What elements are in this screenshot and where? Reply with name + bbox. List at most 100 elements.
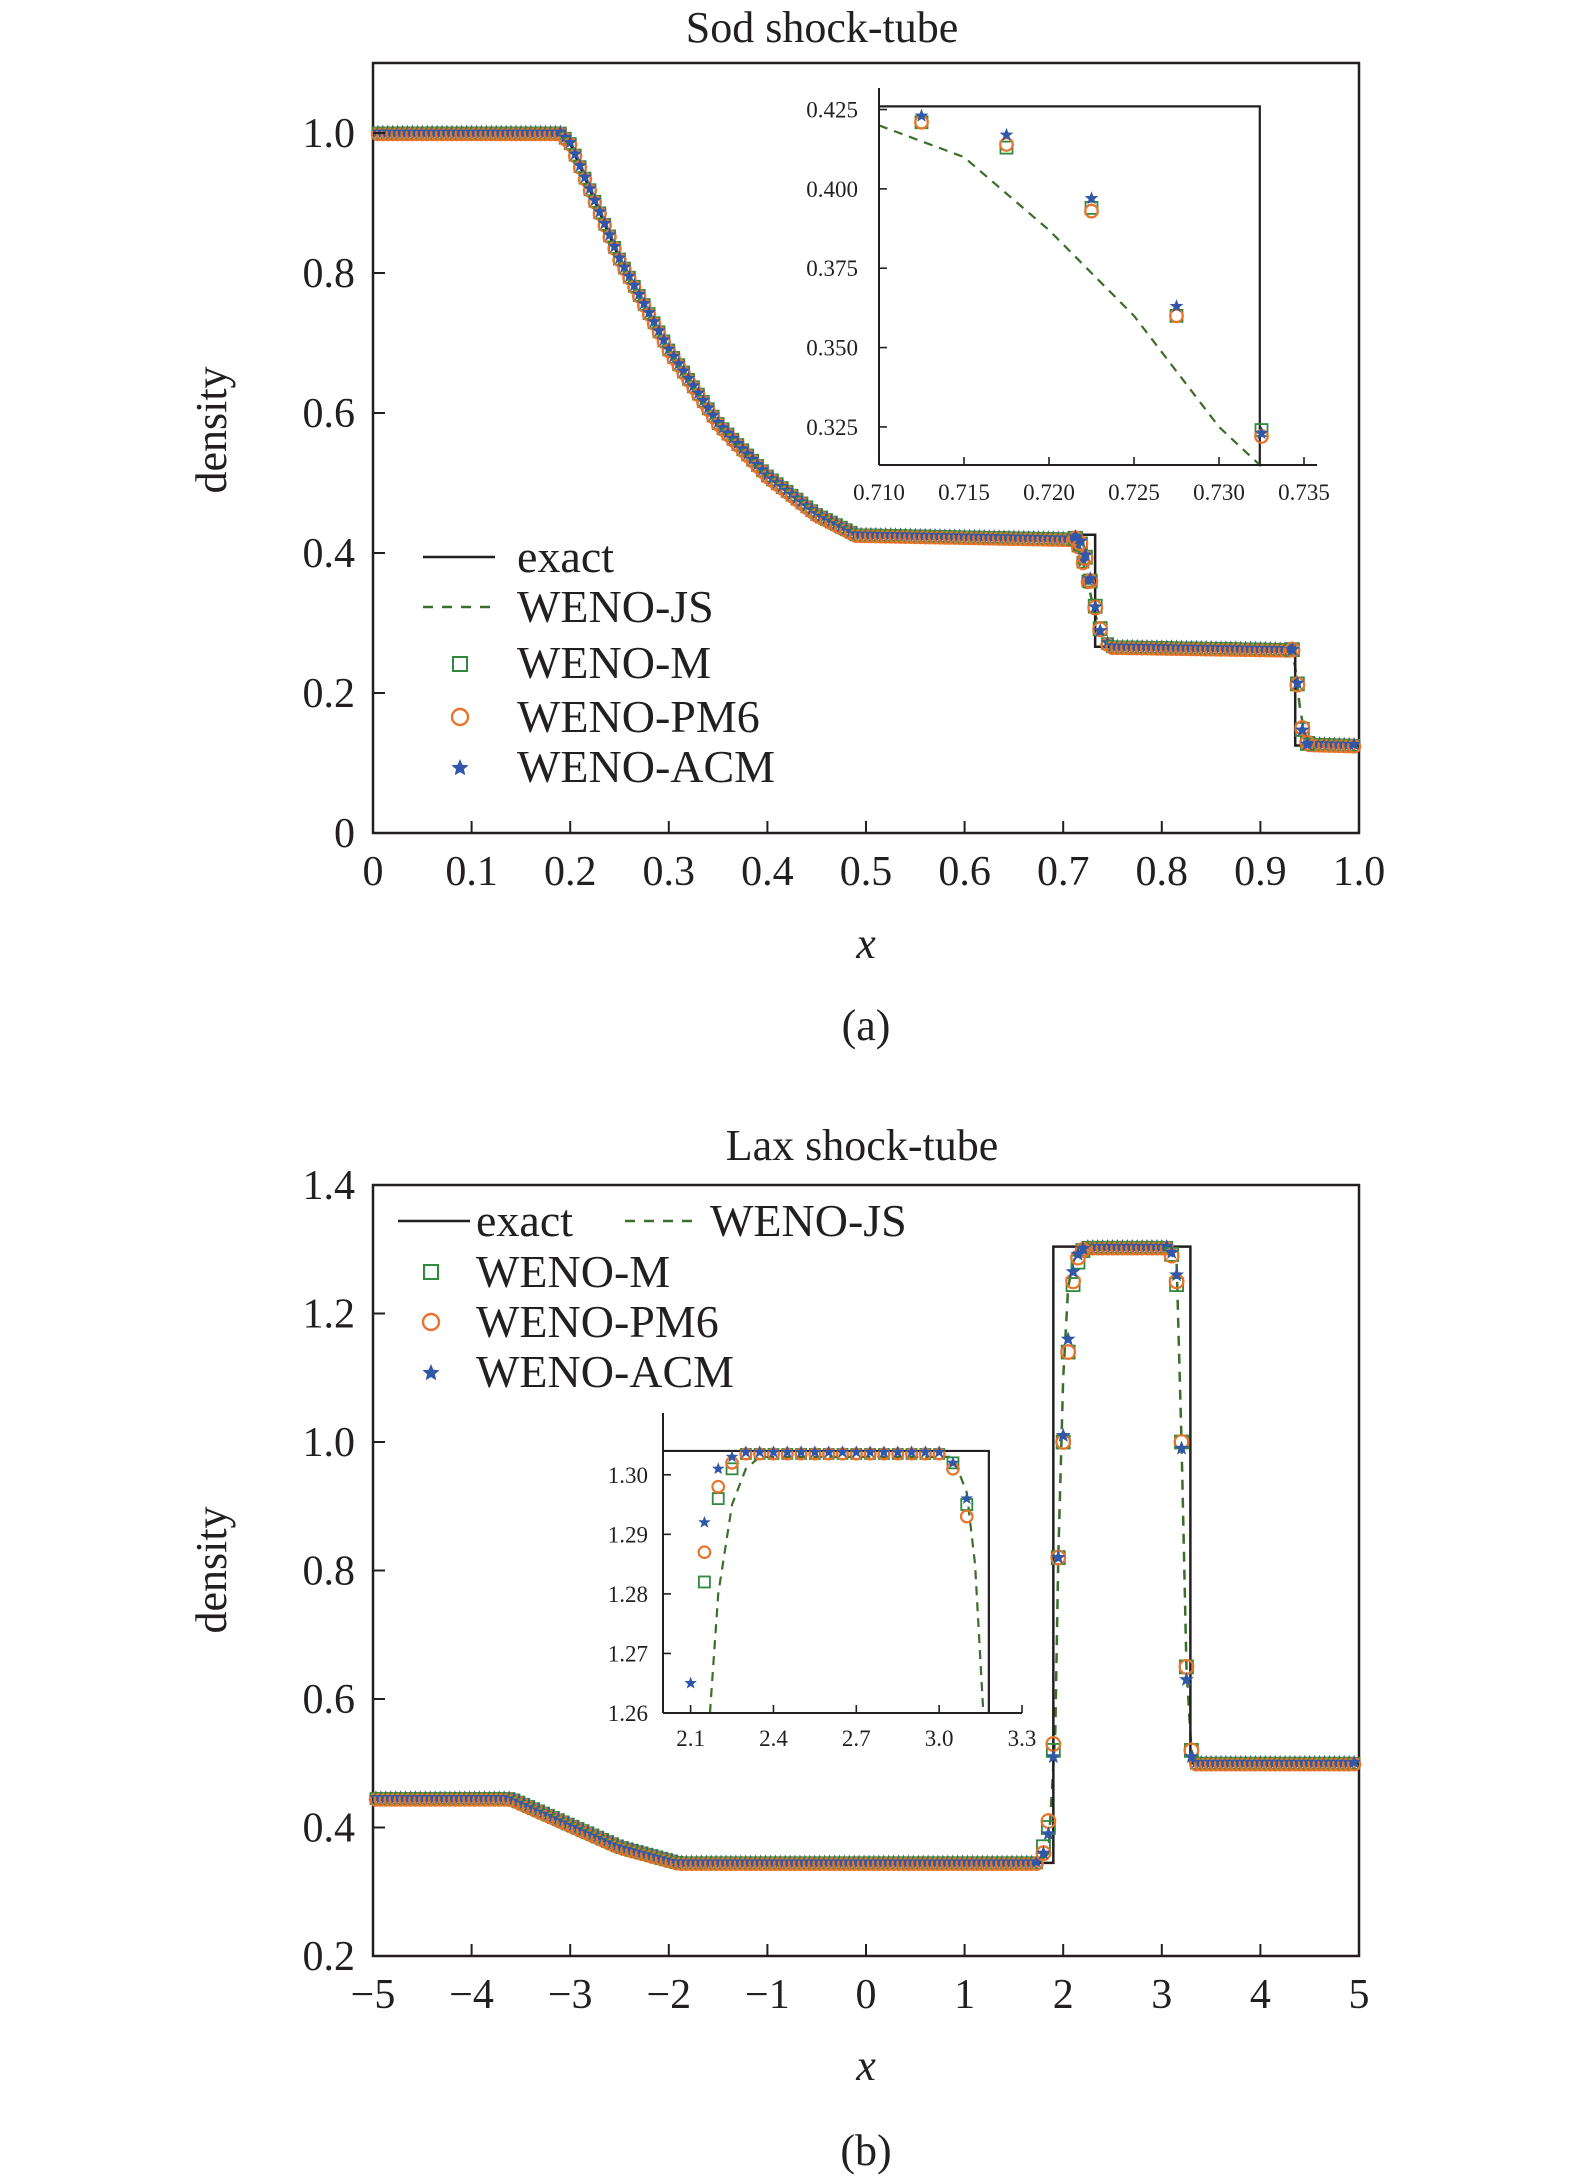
- data-point-weno-acm: [686, 378, 701, 392]
- x-tick-label: 0.2: [544, 849, 597, 895]
- data-point-inset-weno-pm6: [1084, 203, 1099, 219]
- data-point-inset-weno-pm6: [1169, 308, 1184, 324]
- inset-series-line-weno-js: [878, 124, 1263, 468]
- data-point-weno-acm: [553, 124, 568, 139]
- y-tick-label: 0.6: [303, 391, 356, 437]
- data-point-weno-acm: [651, 323, 667, 337]
- inset-y-ticks: 1.26 1.27 1.28 1.29 1.30: [608, 1463, 671, 1726]
- data-point-inset-weno-acm: [822, 1445, 836, 1458]
- inset-series-line-weno-js: [708, 1455, 985, 1714]
- legend-label-exact: exact: [476, 1195, 573, 1246]
- data-point-inset-weno-acm: [711, 1462, 725, 1475]
- inset-x-tick-label: 0.710: [853, 480, 905, 505]
- data-point-weno-acm: [1092, 622, 1108, 638]
- legend-swatch-weno-m: [452, 656, 468, 672]
- data-point-weno-acm: [602, 227, 617, 241]
- x-axis-label: x: [855, 919, 876, 968]
- data-point-inset-weno-acm: [753, 1445, 767, 1458]
- y-tick-label: 0.2: [303, 671, 356, 717]
- data-point-weno-acm: [701, 400, 716, 414]
- y-tick-label: 0: [334, 811, 355, 857]
- y-axis-ticks: 0 0.2 0.4 0.6 0.8 1.0: [303, 111, 385, 857]
- data-point-inset-weno-acm: [684, 1676, 697, 1689]
- data-point-weno-acm: [1075, 1240, 1091, 1255]
- data-point-inset-weno-acm: [999, 127, 1014, 141]
- data-point-weno-acm: [755, 462, 770, 476]
- panel-caption: (b): [840, 2126, 891, 2175]
- y-axis-ticks: 0.2 0.4 0.6 0.8 1.0 1.2 1.4: [303, 1163, 385, 1980]
- data-point-weno-acm: [1070, 1246, 1086, 1261]
- data-point-weno-acm: [1164, 1244, 1180, 1259]
- data-point-weno-acm: [587, 192, 602, 207]
- inset-y-tick-label: 0.350: [806, 336, 858, 361]
- inset-x-tick-label: 0.715: [938, 480, 990, 505]
- inset-y-tick-label: 1.26: [608, 1701, 648, 1726]
- data-point-inset-weno-m: [698, 1575, 711, 1589]
- x-tick-label: 2: [1053, 1972, 1074, 2018]
- data-point-weno-acm: [661, 341, 676, 356]
- data-point-inset-weno-pm6: [697, 1545, 712, 1560]
- x-tick-label: 3: [1151, 1972, 1172, 2018]
- data-point-inset-weno-acm: [698, 1515, 711, 1528]
- x-tick-label: 0.4: [741, 849, 794, 895]
- data-point-inset-weno-acm: [960, 1492, 974, 1504]
- data-point-inset-weno-acm: [794, 1445, 808, 1458]
- data-point-weno-acm: [1077, 547, 1093, 562]
- data-point-weno-acm: [577, 169, 593, 184]
- data-point-weno-acm: [1029, 1854, 1044, 1868]
- y-tick-label: 0.4: [303, 1806, 356, 1852]
- data-point-weno-acm: [582, 181, 597, 195]
- data-point-weno-acm: [745, 451, 760, 466]
- data-point-inset-weno-pm6: [999, 137, 1014, 152]
- data-point-weno-acm: [568, 146, 583, 161]
- data-point-weno-acm: [1082, 571, 1098, 586]
- data-point-weno-acm: [671, 356, 686, 370]
- inset-markers: [914, 108, 1269, 444]
- data-point-inset-weno-acm: [904, 1445, 919, 1458]
- data-point-weno-acm: [735, 441, 750, 455]
- inset-markers: [684, 1445, 974, 1689]
- panel-caption: (a): [842, 1001, 891, 1050]
- y-tick-label: 1.0: [303, 111, 356, 157]
- inset-x-tick-label: 2.7: [842, 1726, 871, 1751]
- legend-label-weno-js: WENO-JS: [517, 581, 714, 632]
- data-point-weno-pm6: [1092, 621, 1109, 638]
- data-point-weno-pm6: [1299, 734, 1316, 751]
- data-point-weno-acm: [1036, 1845, 1051, 1860]
- data-point-inset-weno-acm: [808, 1445, 822, 1458]
- x-tick-label: −1: [745, 1972, 790, 2018]
- data-point-weno-acm: [1050, 1549, 1066, 1564]
- legend-label-weno-m: WENO-M: [476, 1246, 670, 1297]
- data-point-weno-acm: [1040, 1826, 1056, 1841]
- data-point-weno-acm: [646, 314, 662, 328]
- panel-b: Lax shock-tube −5 −4 −3 −2 −1 0 1 2 3 4 5 0.20.40.…: [187, 1121, 1370, 2175]
- inset-x-tick-label: 0.725: [1108, 480, 1160, 505]
- inset-y-ticks: 0.325 0.350 0.375 0.400 0.425: [806, 98, 887, 440]
- data-point-inset-weno-acm: [780, 1445, 794, 1458]
- data-point-weno-acm: [740, 446, 755, 461]
- data-point-weno-acm: [1073, 533, 1088, 548]
- legend-swatch-weno-pm6: [450, 707, 470, 727]
- legend-label-exact: exact: [517, 531, 614, 582]
- x-tick-label: 0.7: [1037, 849, 1090, 895]
- inset-plot: 2.1 2.4 2.7 3.0 3.3 1.26 1.27 1.28 1.29 1.30: [608, 1405, 1045, 1751]
- inset-x-tick-label: 3.3: [1008, 1726, 1037, 1751]
- legend-label-weno-m: WENO-M: [517, 637, 711, 688]
- x-tick-label: 0: [363, 849, 384, 895]
- data-point-weno-acm: [1174, 1440, 1189, 1455]
- data-point-inset-weno-acm: [766, 1445, 781, 1458]
- inset-plot: 0.710 0.715 0.720 0.725 0.730 0.735 0.325 0.35…: [806, 88, 1330, 505]
- legend-label-weno-pm6: WENO-PM6: [476, 1296, 719, 1347]
- inset-x-tick-label: 0.735: [1278, 480, 1330, 505]
- data-point-weno-acm: [1065, 1263, 1081, 1279]
- x-tick-label: −5: [351, 1972, 396, 2018]
- data-point-weno-acm: [642, 305, 657, 319]
- data-point-inset-weno-acm: [914, 108, 929, 122]
- data-point-inset-weno-acm: [918, 1445, 932, 1458]
- x-tick-label: −2: [646, 1972, 691, 2018]
- data-point-weno-acm: [1087, 599, 1103, 614]
- x-tick-label: 0.6: [938, 849, 991, 895]
- y-tick-label: 0.8: [303, 1549, 356, 1595]
- data-point-weno-acm: [1299, 736, 1315, 751]
